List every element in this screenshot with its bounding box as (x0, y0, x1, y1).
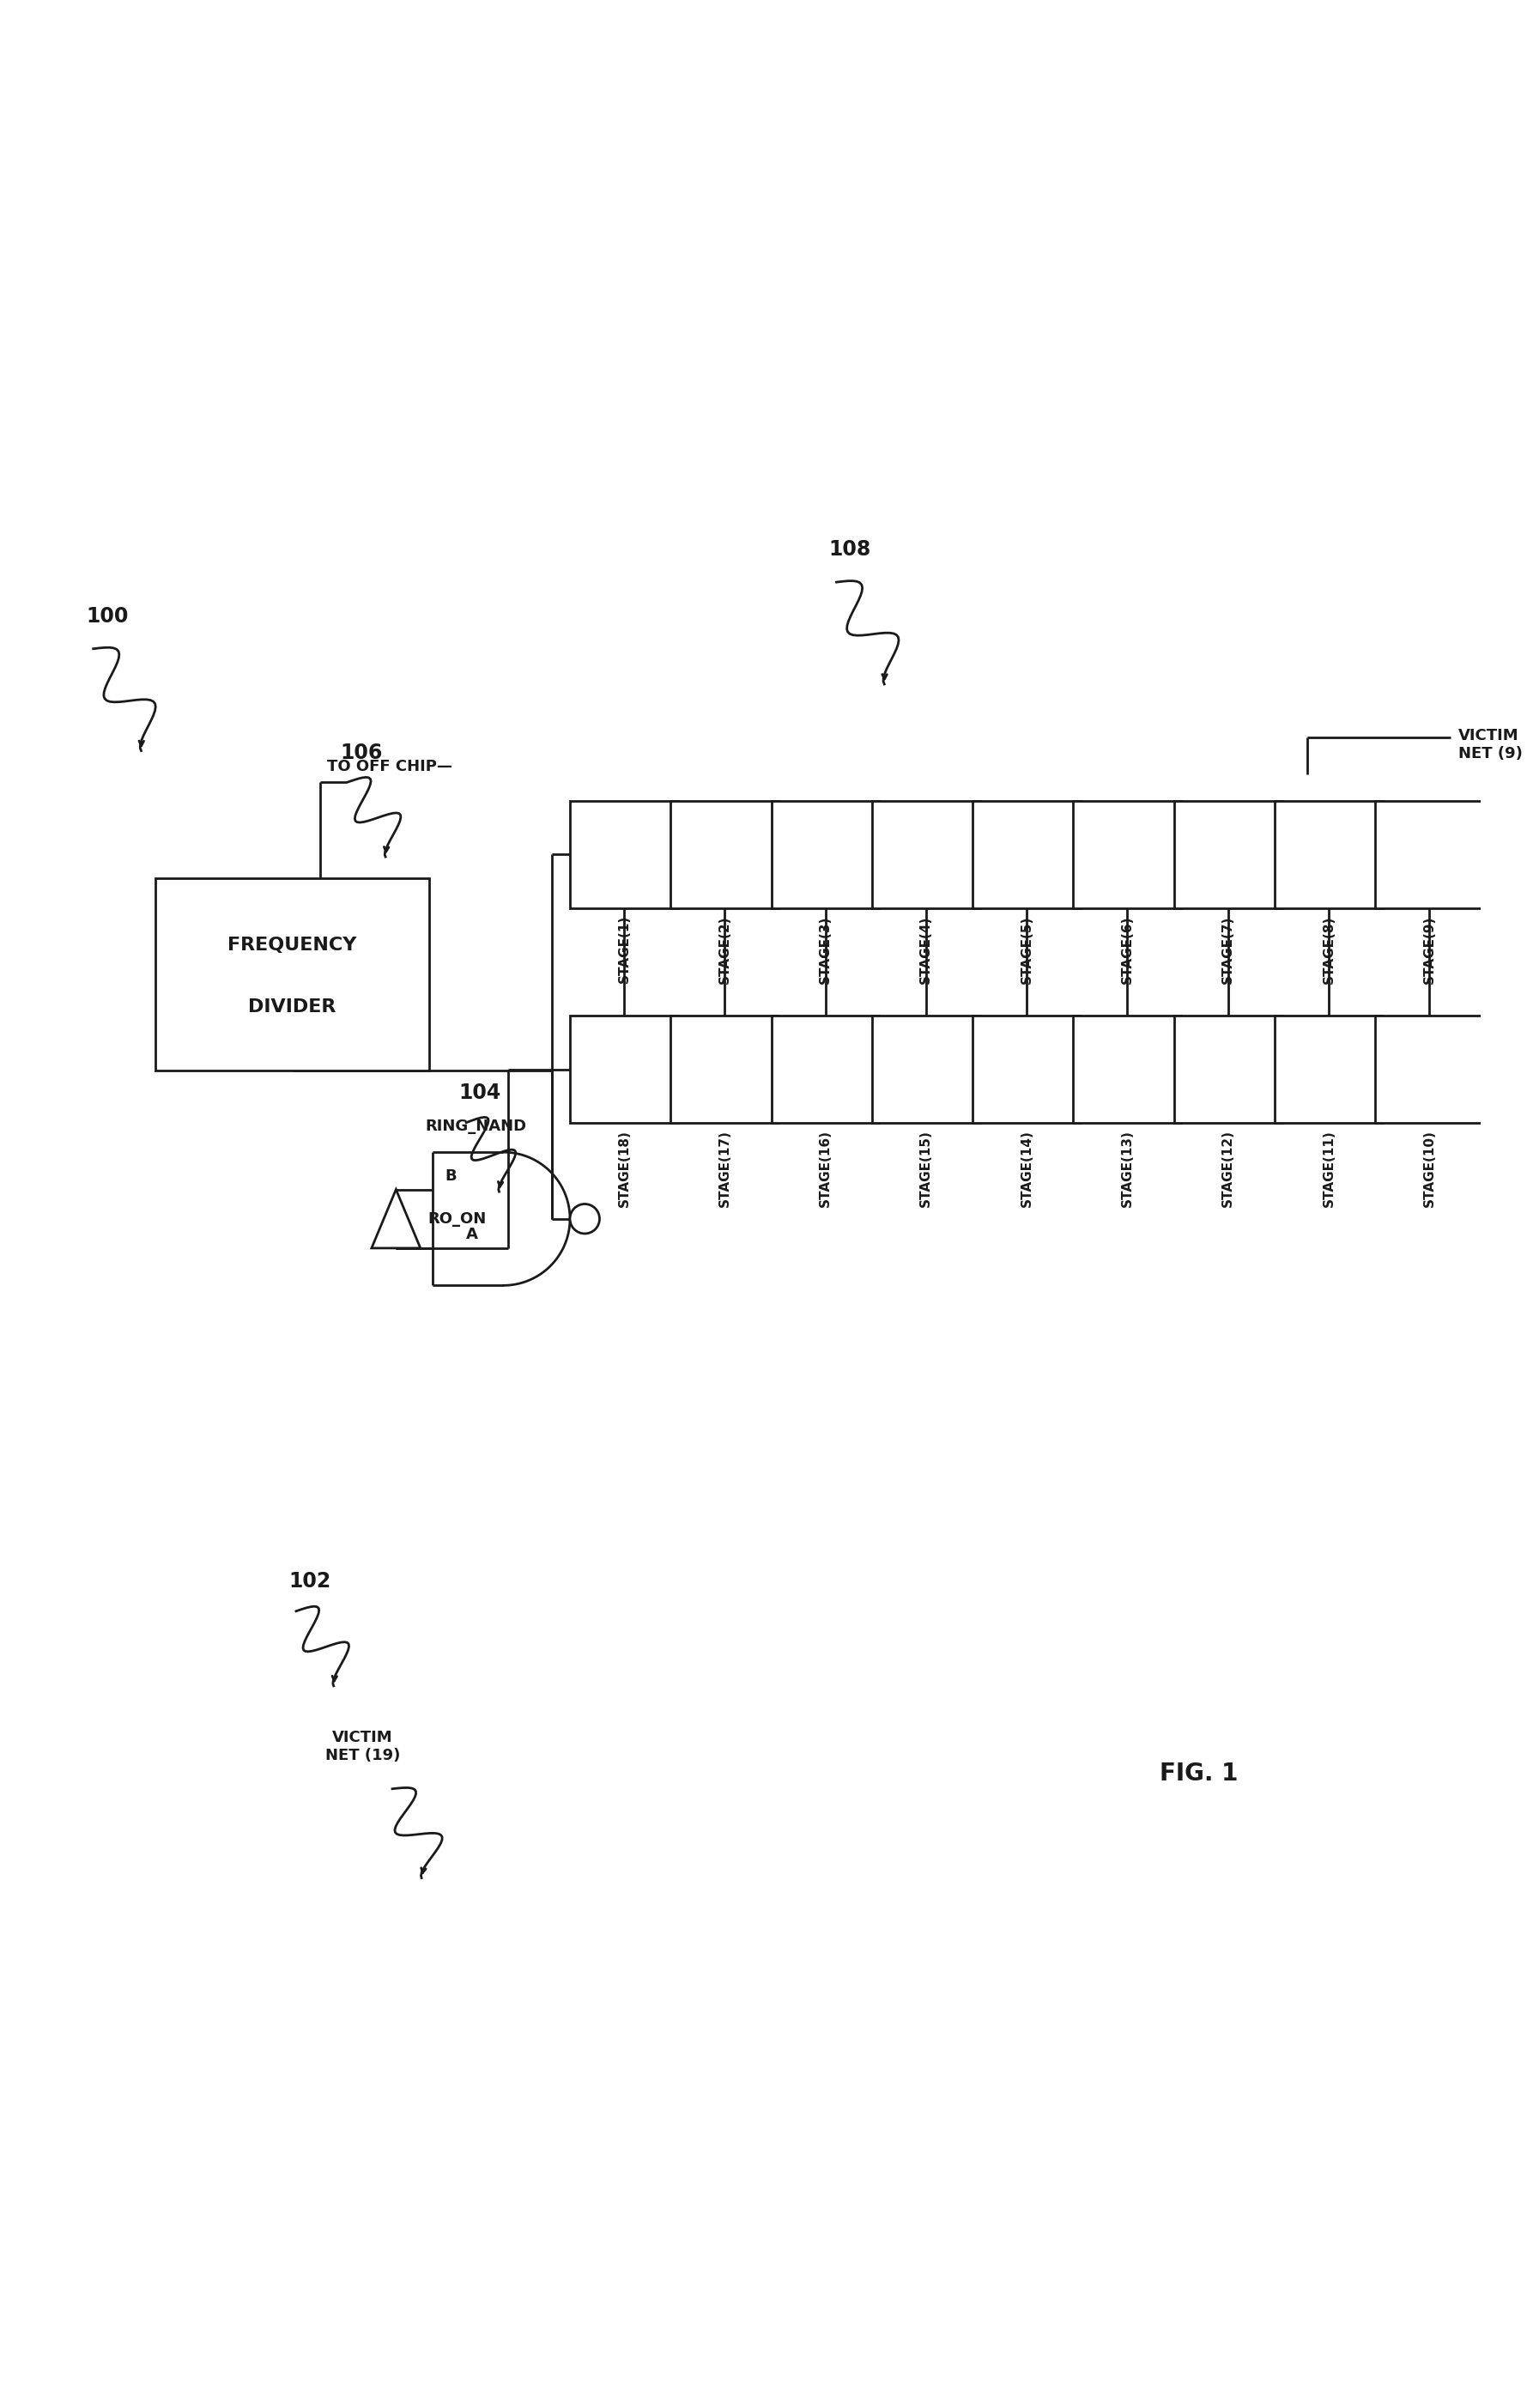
Text: STAGE(10): STAGE(10) (1423, 1129, 1435, 1206)
Bar (670, 1016, 779, 1122)
Text: RO_ON: RO_ON (428, 1211, 487, 1226)
Bar (771, 1016, 880, 1122)
Text: STAGE(18): STAGE(18) (617, 1129, 631, 1206)
Text: STAGE(9): STAGE(9) (1423, 915, 1435, 982)
Text: STAGE(1): STAGE(1) (617, 915, 631, 982)
Circle shape (570, 1204, 600, 1233)
Bar (570, 1016, 678, 1122)
Text: STAGE(12): STAGE(12) (1222, 1129, 1234, 1206)
Bar (872, 1016, 980, 1122)
Text: STAGE(17): STAGE(17) (718, 1129, 731, 1206)
Text: STAGE(5): STAGE(5) (1020, 915, 1034, 982)
Text: STAGE(14): STAGE(14) (1020, 1129, 1034, 1206)
Text: STAGE(13): STAGE(13) (1121, 1129, 1133, 1206)
Text: A: A (466, 1226, 478, 1243)
Text: DIVIDER: DIVIDER (249, 999, 336, 1016)
Bar (771, 802, 880, 908)
Bar (1275, 802, 1382, 908)
Text: 100: 100 (86, 607, 128, 626)
Text: 102: 102 (289, 1572, 331, 1592)
Bar (1174, 1016, 1283, 1122)
Bar (1174, 802, 1283, 908)
Bar (973, 1016, 1081, 1122)
Text: VICTIM
NET (9): VICTIM NET (9) (1458, 727, 1522, 761)
Bar (670, 802, 779, 908)
Text: STAGE(7): STAGE(7) (1222, 915, 1234, 982)
Bar (1275, 1016, 1382, 1122)
Text: TO OFF CHIP—: TO OFF CHIP— (327, 759, 452, 775)
Text: STAGE(6): STAGE(6) (1121, 915, 1133, 982)
Bar (156, 879, 429, 1072)
Text: RING_NAND: RING_NAND (426, 1120, 527, 1134)
Bar (1376, 1016, 1483, 1122)
Text: STAGE(3): STAGE(3) (818, 915, 832, 982)
Bar (872, 802, 980, 908)
Text: FREQUENCY: FREQUENCY (228, 937, 357, 954)
Text: 104: 104 (460, 1084, 501, 1103)
Bar (1376, 802, 1483, 908)
Text: STAGE(2): STAGE(2) (718, 915, 731, 982)
Text: VICTIM
NET (19): VICTIM NET (19) (325, 1729, 400, 1763)
Text: FIG. 1: FIG. 1 (1161, 1763, 1238, 1787)
Bar (973, 802, 1081, 908)
Text: STAGE(15): STAGE(15) (919, 1129, 933, 1206)
Text: 106: 106 (341, 742, 383, 763)
Text: STAGE(4): STAGE(4) (919, 915, 933, 982)
Text: B: B (444, 1168, 457, 1185)
Text: STAGE(8): STAGE(8) (1322, 915, 1335, 982)
Text: 108: 108 (829, 539, 872, 561)
Bar (570, 802, 678, 908)
Bar (1073, 1016, 1182, 1122)
Polygon shape (371, 1190, 420, 1247)
Text: STAGE(16): STAGE(16) (818, 1129, 832, 1206)
Bar (1073, 802, 1182, 908)
Text: STAGE(11): STAGE(11) (1322, 1129, 1335, 1206)
